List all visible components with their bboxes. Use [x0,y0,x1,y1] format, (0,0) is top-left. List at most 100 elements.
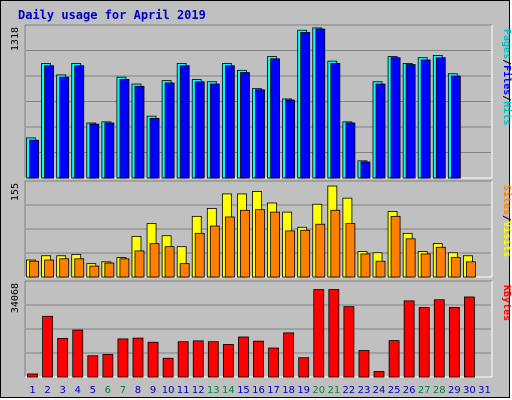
bar-sites-26 [405,238,416,278]
day-label-15: 15 [237,385,250,396]
bar-files-17 [270,58,280,179]
bar-sites-2 [44,259,54,278]
day-label-20: 20 [312,385,325,396]
bar-sites-21 [330,209,341,278]
max-label-hits_files: 1318 [10,27,21,51]
bar-files-20 [315,28,326,179]
bar-kbytes-7 [117,338,129,378]
day-label-30: 30 [463,385,476,396]
bar-kbytes-25 [388,340,400,378]
bar-sites-10 [164,246,175,278]
bar-sites-22 [345,223,356,278]
bar-files-12 [194,81,205,179]
bar-kbytes-3 [57,337,69,378]
day-label-9: 9 [150,385,156,396]
bar-sites-29 [450,257,461,278]
bar-sites-6 [104,262,115,278]
legend-entry: Pages [501,29,512,59]
bar-sites-28 [435,246,446,278]
day-label-5: 5 [90,385,96,396]
day-label-8: 8 [135,385,141,396]
bar-kbytes-1 [27,373,38,378]
day-label-24: 24 [373,385,386,396]
bar-sites-8 [134,250,145,278]
bar-files-18 [285,99,296,179]
day-label-12: 12 [192,385,205,396]
bar-files-3 [59,76,70,179]
legend-sites_visits: Sites/Visits [501,185,512,257]
day-label-6: 6 [105,385,111,396]
bar-kbytes-12 [192,340,204,378]
bar-kbytes-13 [207,341,219,378]
bar-sites-16 [255,209,265,278]
bar-files-7 [119,79,130,179]
bar-sites-1 [29,260,39,278]
chart-title: Daily usage for April 2019 [18,8,206,22]
max-label-sites_visits: 155 [10,183,21,201]
bar-kbytes-24 [373,371,385,378]
bar-sites-17 [270,211,280,278]
bar-files-27 [420,59,431,179]
bar-kbytes-30 [464,296,475,378]
day-label-3: 3 [59,385,65,396]
bar-files-4 [74,65,85,179]
bar-sites-30 [466,261,476,278]
bar-files-11 [179,65,190,179]
legend-entry: / [501,215,512,221]
bar-files-1 [29,139,39,179]
bar-files-22 [345,122,356,179]
bar-kbytes-10 [162,357,174,378]
bar-files-29 [450,75,461,179]
bar-kbytes-5 [87,355,99,378]
bar-kbytes-15 [238,336,249,378]
bar-files-8 [134,85,145,179]
bar-files-5 [89,123,100,179]
bar-files-28 [435,57,446,179]
bar-sites-20 [315,223,326,278]
bar-files-26 [405,64,416,179]
bar-kbytes-14 [222,344,234,378]
day-label-13: 13 [207,385,220,396]
bar-sites-12 [194,232,205,278]
day-label-18: 18 [282,385,295,396]
bar-files-21 [330,63,341,179]
day-label-21: 21 [327,385,340,396]
bar-sites-4 [74,258,85,278]
bar-sites-11 [179,263,190,278]
day-label-1: 1 [29,385,35,396]
legend-entry: Hits [501,101,512,125]
bar-sites-25 [390,215,401,278]
legend-entry: Visits [501,221,512,257]
day-label-22: 22 [343,385,356,396]
legend-entry: / [501,59,512,65]
bar-kbytes-28 [433,299,445,378]
bar-files-10 [164,82,175,179]
bar-kbytes-17 [268,347,279,378]
bar-kbytes-4 [72,329,84,378]
bar-kbytes-6 [102,353,114,378]
bar-files-14 [224,65,235,179]
bar-files-13 [209,83,220,179]
bar-sites-19 [300,229,311,278]
bar-kbytes-29 [448,307,460,378]
bar-kbytes-20 [313,289,325,378]
bar-kbytes-22 [343,306,355,378]
bar-sites-7 [119,258,130,278]
day-label-7: 7 [120,385,126,396]
bar-files-9 [149,118,160,179]
bar-sites-14 [224,216,235,278]
day-label-16: 16 [252,385,265,396]
bar-files-25 [390,57,401,179]
bar-files-24 [375,83,386,179]
bar-kbytes-11 [177,341,189,378]
legend-entry: / [501,95,512,101]
bar-kbytes-23 [358,350,370,378]
bar-files-2 [44,65,54,179]
bar-files-19 [300,32,311,179]
legend-entry: Sites [501,185,512,215]
day-label-17: 17 [267,385,280,396]
day-label-11: 11 [177,385,190,396]
day-label-26: 26 [403,385,416,396]
legend-hits_files: Pages/Files/Hits [501,29,512,125]
